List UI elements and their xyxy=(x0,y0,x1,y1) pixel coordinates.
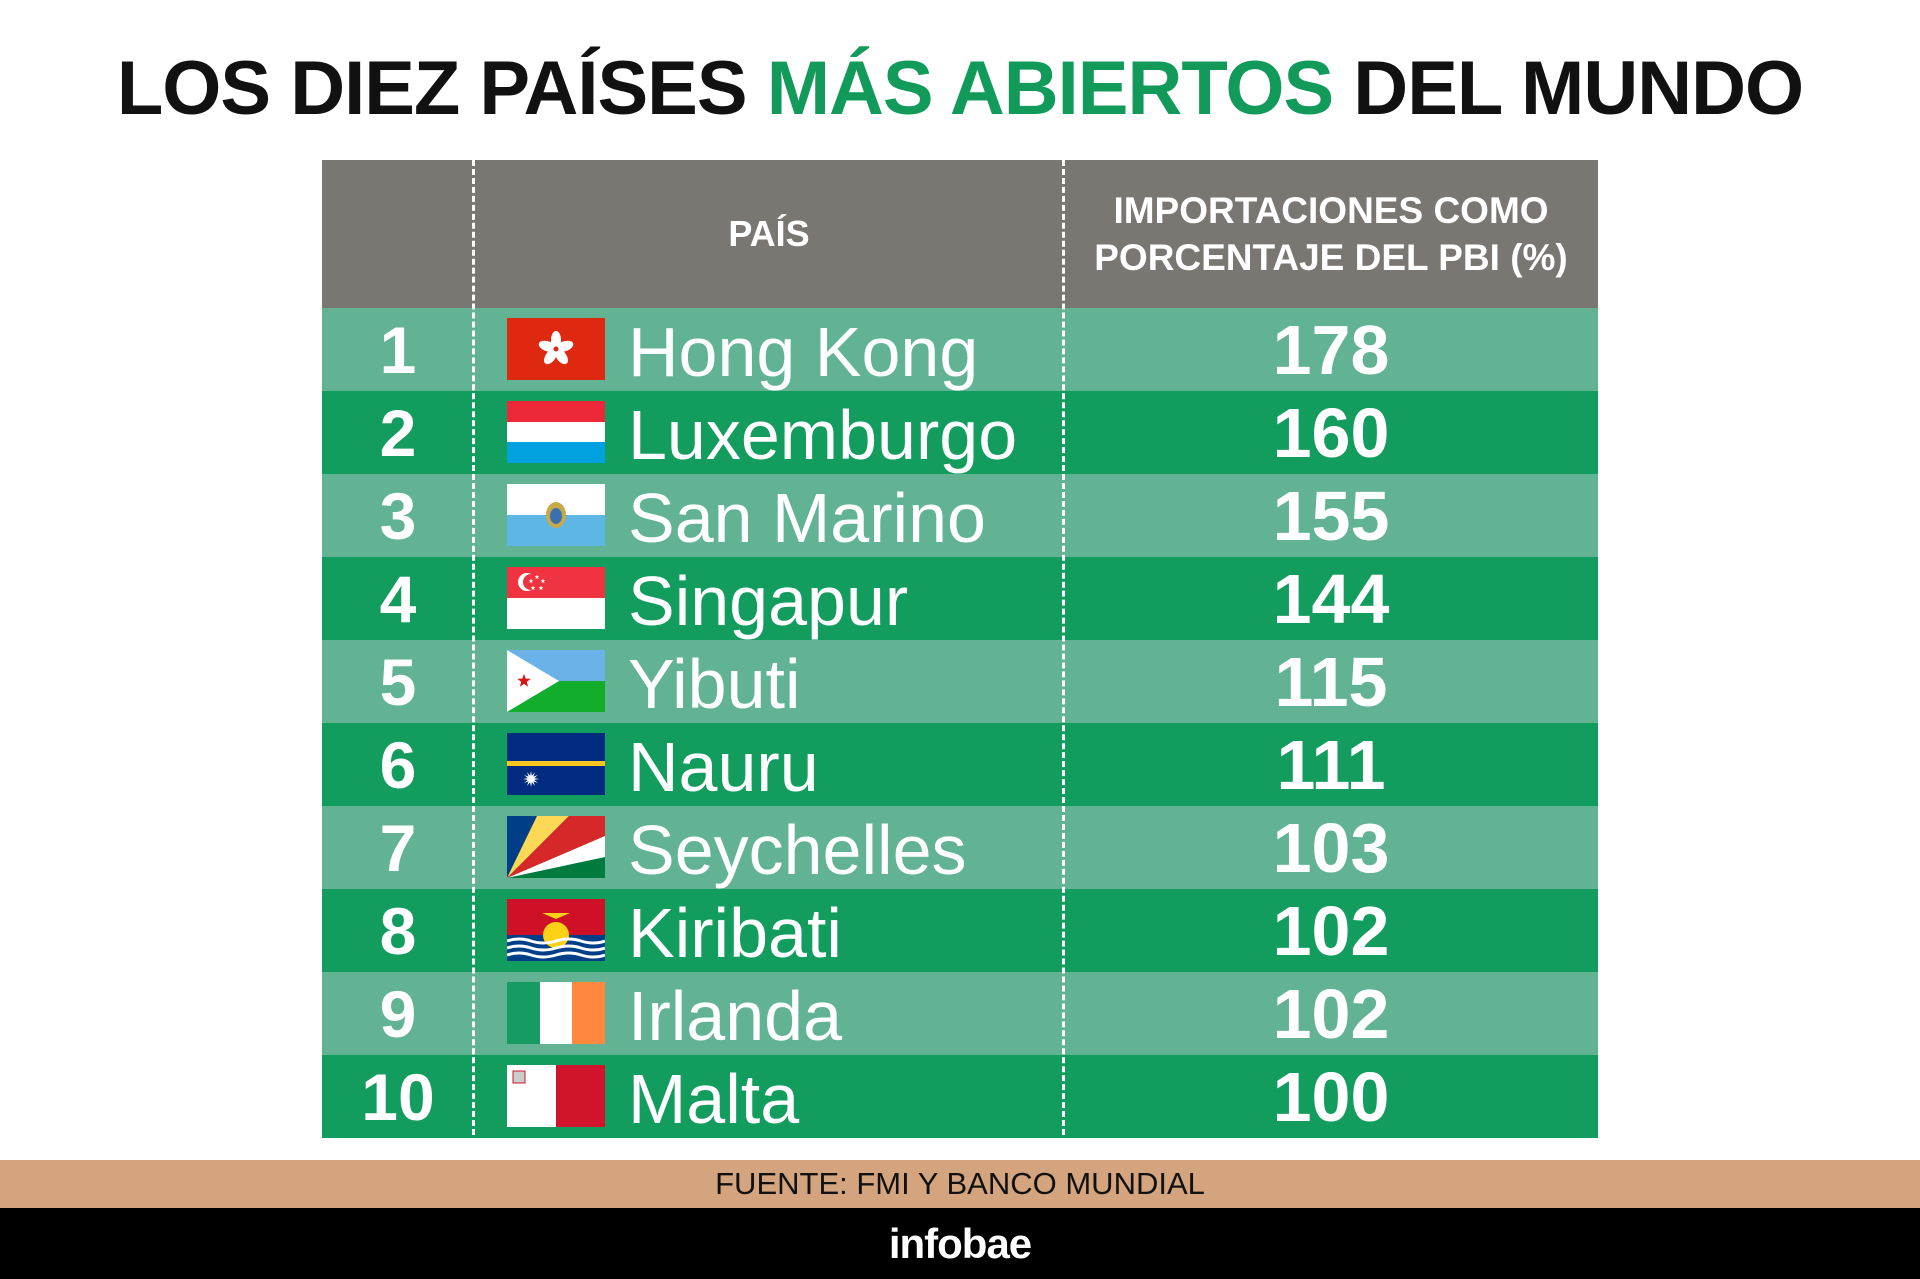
rank-label: 2 xyxy=(379,395,417,470)
column-separator-1 xyxy=(472,160,475,1135)
country-name: Yibuti xyxy=(628,645,801,723)
source-text: FUENTE: FMI Y BANCO MUNDIAL xyxy=(715,1166,1205,1201)
title-part1: LOS DIEZ PAÍSES xyxy=(116,46,767,131)
nauru-flag xyxy=(507,733,605,795)
page-title: LOS DIEZ PAÍSES MÁS ABIERTOS DEL MUNDO xyxy=(0,44,1920,134)
imports-value: 155 xyxy=(1272,476,1390,555)
rank-label: 5 xyxy=(379,644,417,719)
rank-label: 8 xyxy=(379,893,417,968)
imports-value: 178 xyxy=(1272,310,1390,389)
rank-label: 7 xyxy=(379,810,417,885)
country-name: Seychelles xyxy=(628,811,967,889)
country-name: Luxemburgo xyxy=(628,396,1018,474)
seychelles-flag xyxy=(507,816,605,878)
footer: infobae xyxy=(0,1208,1920,1279)
imports-value: 103 xyxy=(1272,808,1390,887)
table-row: 10 Malta 100 xyxy=(322,1055,1598,1138)
rank-label: 3 xyxy=(379,478,417,553)
title-part2: DEL MUNDO xyxy=(1333,46,1804,131)
table-row: 3 San Marino 155 xyxy=(322,474,1598,557)
country-name: Hong Kong xyxy=(628,313,979,391)
table-row: 6 Nauru 111 xyxy=(322,723,1598,806)
djibouti-flag xyxy=(507,650,605,712)
imports-value: 102 xyxy=(1272,974,1390,1053)
imports-value: 115 xyxy=(1274,642,1388,721)
rank-label: 4 xyxy=(379,561,417,636)
malta-flag xyxy=(507,1065,605,1127)
title-highlight: MÁS ABIERTOS xyxy=(766,46,1334,131)
singapore-flag xyxy=(507,567,605,629)
table-row: 5 Yibuti 115 xyxy=(322,640,1598,723)
imports-value: 100 xyxy=(1272,1057,1390,1136)
header-imports-line1: IMPORTACIONES COMO xyxy=(1113,190,1549,231)
header-country: PAÍS xyxy=(728,213,810,254)
header-imports-line2: PORCENTAJE DEL PBI (%) xyxy=(1094,237,1568,278)
imports-value: 111 xyxy=(1276,725,1386,804)
country-name: Nauru xyxy=(628,728,819,806)
country-name: San Marino xyxy=(628,479,986,557)
table-row: 1 Hong Kong 178 xyxy=(322,308,1598,391)
table-row: 7 Seychelles 103 xyxy=(322,806,1598,889)
imports-value: 160 xyxy=(1272,393,1390,472)
rank-label: 1 xyxy=(379,312,417,387)
san-marino-flag xyxy=(507,484,605,546)
brand-logo: infobae xyxy=(888,1219,1032,1267)
rank-label: 10 xyxy=(361,1059,435,1134)
table-row: 2 Luxemburgo 160 xyxy=(322,391,1598,474)
country-name: Irlanda xyxy=(628,977,843,1055)
hong-kong-flag xyxy=(507,318,605,380)
ireland-flag xyxy=(507,982,605,1044)
table-row: 8 Kiribati 102 xyxy=(322,889,1598,972)
header-imports: IMPORTACIONES COMO PORCENTAJE DEL PBI (%… xyxy=(1064,160,1598,308)
country-name: Kiribati xyxy=(628,894,842,972)
imports-value: 102 xyxy=(1272,891,1390,970)
table-row: 4 Singapur 144 xyxy=(322,557,1598,640)
source-bar: FUENTE: FMI Y BANCO MUNDIAL xyxy=(0,1160,1920,1208)
country-name: Singapur xyxy=(628,562,909,640)
column-separator-2 xyxy=(1062,160,1065,1135)
rank-label: 6 xyxy=(379,727,417,802)
imports-value: 144 xyxy=(1272,559,1390,638)
country-name: Malta xyxy=(628,1060,800,1138)
table-row: 9 Irlanda 102 xyxy=(322,972,1598,1055)
rank-label: 9 xyxy=(379,976,417,1051)
table-header: PAÍS IMPORTACIONES COMO PORCENTAJE DEL P… xyxy=(322,160,1598,308)
kiribati-flag xyxy=(507,899,605,961)
luxembourg-flag xyxy=(507,401,605,463)
